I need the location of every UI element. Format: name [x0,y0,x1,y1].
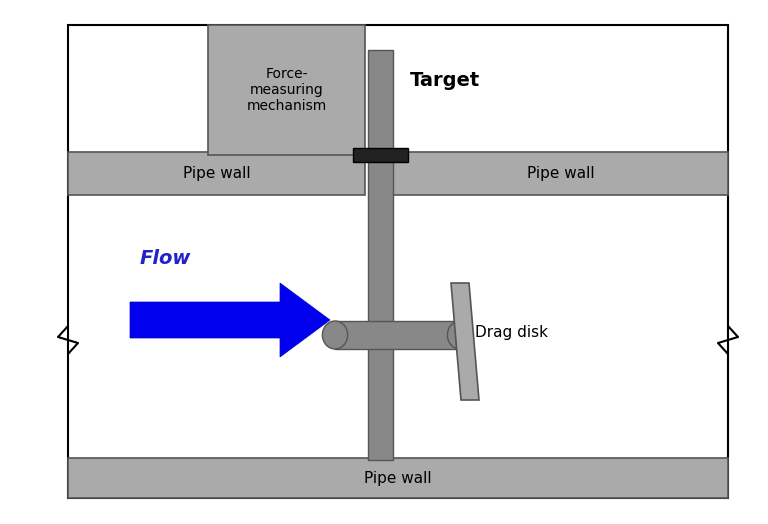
Bar [393,152,728,195]
Text: Pipe wall: Pipe wall [183,166,250,181]
Ellipse shape [448,321,472,349]
Text: Pipe wall: Pipe wall [527,166,594,181]
Bar [68,152,365,195]
Polygon shape [451,283,479,400]
Bar [68,25,728,498]
Text: Pipe wall: Pipe wall [364,471,432,486]
Bar [208,25,365,155]
Text: Flow: Flow [140,248,191,267]
Text: Force-
measuring
mechanism: Force- measuring mechanism [247,67,326,113]
Text: Drag disk: Drag disk [475,325,548,341]
Bar [353,148,408,162]
Polygon shape [130,283,330,357]
Text: Target: Target [410,71,480,90]
Bar [368,50,393,460]
Bar [68,458,728,498]
Ellipse shape [323,321,348,349]
Bar [335,321,460,349]
